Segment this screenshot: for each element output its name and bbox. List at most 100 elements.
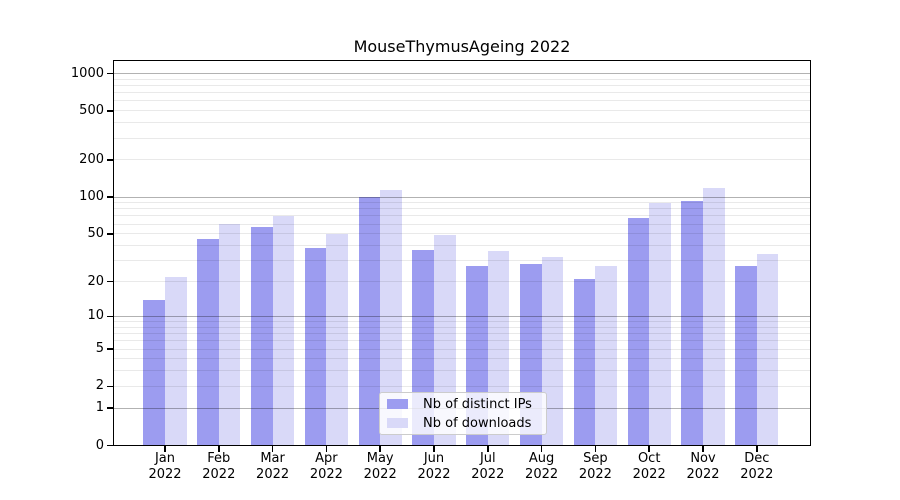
x-tick-year: 2022: [578, 467, 612, 482]
gridline-minor: [113, 202, 811, 204]
x-tick-year: 2022: [256, 467, 290, 482]
y-axis-tick: [106, 444, 114, 447]
x-tick-month: Nov: [690, 451, 716, 466]
x-tick-label: Dec 2022: [729, 451, 785, 483]
x-tick-year: 2022: [148, 467, 182, 482]
gridline-minor: [113, 223, 811, 225]
legend-swatch-downloads-icon: [387, 417, 408, 429]
x-axis-tick: [594, 446, 597, 452]
y-tick-label: 200: [79, 151, 104, 167]
x-tick-month: Jan: [154, 451, 176, 466]
gridline-minor: [113, 215, 811, 217]
x-tick-year: 2022: [309, 467, 343, 482]
x-tick-month: Oct: [637, 451, 661, 466]
x-tick-month: Dec: [744, 451, 770, 466]
bar-downloads: [218, 224, 241, 446]
gridline-minor: [113, 326, 811, 328]
x-tick-year: 2022: [525, 467, 559, 482]
y-axis-tick: [106, 280, 114, 283]
y-tick-label: 500: [79, 102, 104, 118]
x-tick-year: 2022: [632, 467, 666, 482]
bar-distinct-ips: [681, 201, 703, 446]
x-axis-tick: [325, 446, 328, 452]
gridline-minor: [113, 159, 811, 161]
x-axis-tick: [164, 446, 166, 452]
chart-title: MouseThymusAgeing 2022: [353, 37, 571, 56]
y-axis-tick: [106, 348, 114, 350]
y-axis-tick: [106, 196, 114, 198]
x-tick-month: Feb: [207, 451, 231, 466]
y-tick-label: 0: [95, 437, 104, 453]
legend-swatch-distinct-ips-icon: [387, 398, 408, 410]
x-tick-label: Jan 2022: [137, 451, 193, 483]
y-axis-tick: [106, 159, 114, 161]
gridline-minor: [113, 340, 811, 342]
gridline-minor: [113, 85, 811, 87]
x-tick-year: 2022: [471, 467, 505, 482]
gridline-minor: [113, 370, 811, 372]
gridline-minor: [113, 385, 811, 387]
x-tick-month: Sep: [583, 451, 608, 466]
gridline-minor: [113, 110, 811, 112]
gridline-minor: [113, 333, 811, 335]
x-axis-tick: [702, 446, 704, 452]
x-tick-label: Aug 2022: [514, 451, 570, 483]
x-axis-tick: [433, 446, 435, 452]
gridline-minor: [113, 78, 811, 80]
gridline-minor: [113, 137, 811, 139]
bar-distinct-ips: [627, 218, 650, 446]
gridline-major: [113, 73, 811, 75]
x-tick-month: Jun: [423, 451, 445, 466]
gridline-minor: [113, 245, 811, 247]
bar-downloads: [165, 276, 187, 446]
gridline-minor: [113, 348, 811, 350]
x-axis-tick: [756, 446, 758, 452]
x-axis-tick: [271, 446, 274, 452]
y-axis-tick: [106, 407, 114, 409]
gridline-minor: [113, 100, 811, 102]
y-tick-label: 50: [87, 225, 104, 241]
x-tick-year: 2022: [417, 467, 451, 482]
y-axis-tick: [106, 315, 114, 318]
bar-distinct-ips: [197, 239, 219, 446]
bar-distinct-ips: [573, 279, 596, 446]
x-axis-tick: [487, 446, 489, 452]
x-tick-label: Sep 2022: [567, 451, 623, 483]
x-tick-month: Apr: [315, 451, 338, 466]
x-tick-label: Nov 2022: [675, 451, 731, 483]
legend: Nb of distinct IPs Nb of downloads: [379, 392, 547, 435]
gridline-minor: [113, 260, 811, 262]
bar-downloads: [649, 202, 671, 446]
legend-label-downloads: Nb of downloads: [423, 415, 532, 431]
gridline-major: [113, 196, 811, 198]
y-tick-label: 20: [87, 273, 104, 289]
bar-downloads: [703, 187, 725, 446]
legend-item-downloads: Nb of downloads: [387, 416, 546, 431]
x-tick-label: Jun 2022: [406, 451, 462, 483]
x-tick-label: Oct 2022: [621, 451, 677, 483]
x-axis-tick: [540, 446, 543, 452]
gridline-minor: [113, 321, 811, 323]
bar-distinct-ips: [304, 248, 327, 446]
legend-item-distinct-ips: Nb of distinct IPs: [387, 397, 546, 412]
bar-downloads: [595, 266, 617, 446]
x-tick-label: May 2022: [352, 451, 408, 483]
y-tick-label: 1000: [70, 65, 104, 81]
x-axis-tick: [218, 446, 220, 452]
x-tick-month: May: [366, 451, 394, 466]
x-tick-label: Mar 2022: [245, 451, 301, 483]
bar-downloads: [380, 189, 402, 446]
y-axis-tick: [106, 385, 114, 388]
gridline-minor: [113, 281, 811, 283]
x-tick-month: Mar: [260, 451, 285, 466]
x-tick-year: 2022: [740, 467, 774, 482]
gridline-major: [113, 315, 811, 317]
y-tick-label: 5: [95, 341, 104, 357]
x-axis-tick: [379, 446, 381, 452]
bar-downloads: [326, 233, 348, 446]
legend-label-distinct-ips: Nb of distinct IPs: [423, 396, 532, 412]
gridline-minor: [113, 233, 811, 235]
bar-distinct-ips: [251, 226, 273, 446]
bar-distinct-ips: [735, 266, 757, 446]
y-tick-label: 2: [95, 378, 104, 394]
